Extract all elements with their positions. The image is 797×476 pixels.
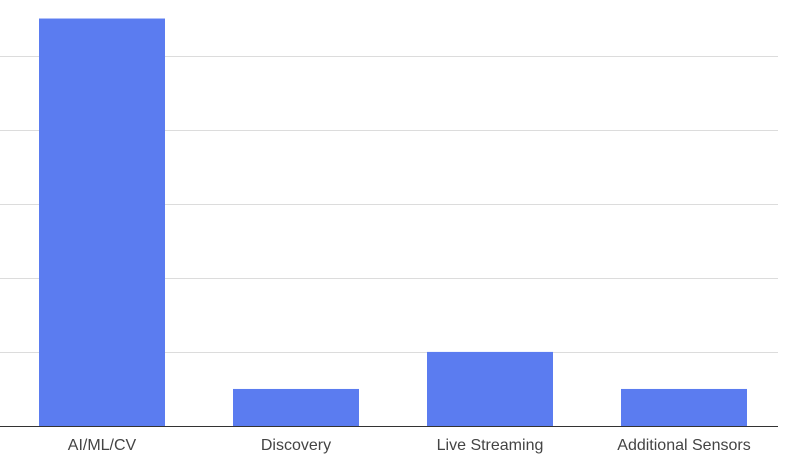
bar-ai-ml-cv [39,18,165,427]
x-tick-label: Live Streaming [437,437,544,454]
bar-live-streaming [427,351,553,426]
x-tick-label: Additional Sensors [617,437,750,454]
bar-discovery [233,388,359,426]
bars [39,18,747,427]
bar-additional-sensors [621,388,747,426]
x-tick-label: AI/ML/CV [68,437,137,454]
x-tick-label: Discovery [261,437,331,454]
category-labels: AI/ML/CV Discovery Live Streaming Additiona… [68,437,751,454]
